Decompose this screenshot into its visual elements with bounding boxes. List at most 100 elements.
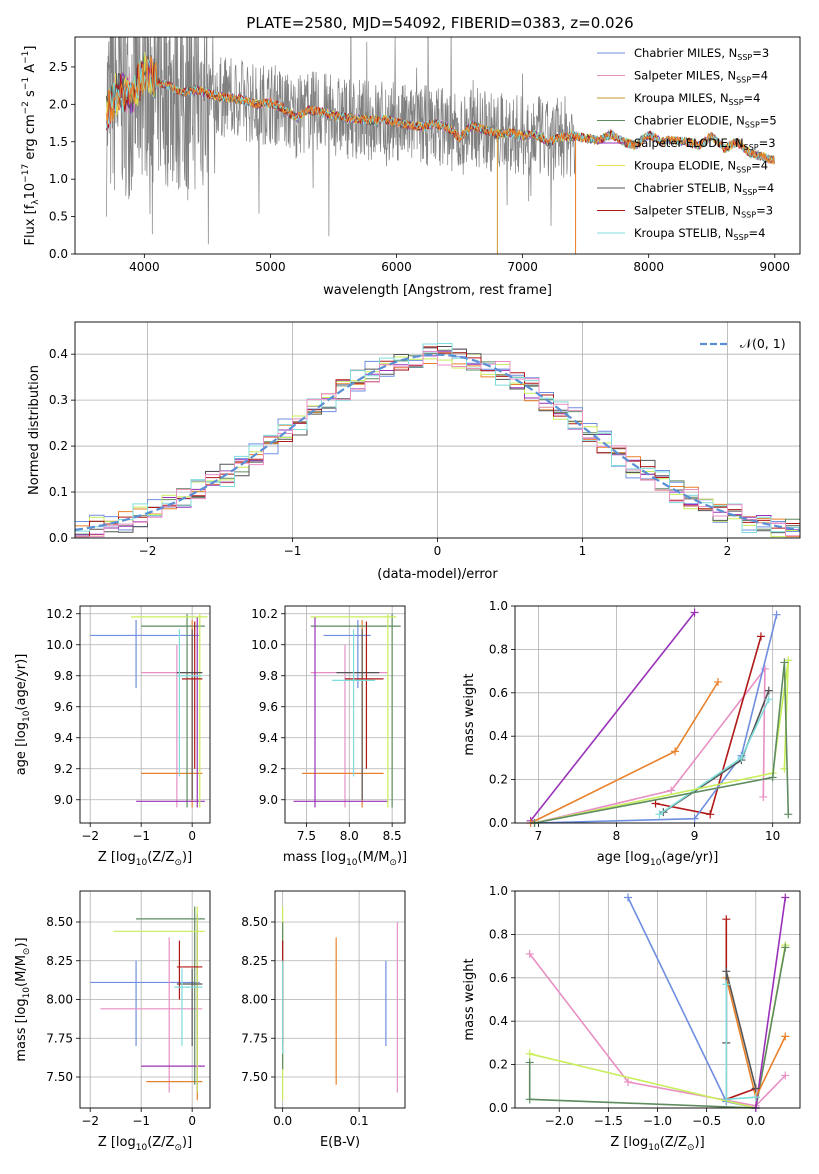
label-part: )] bbox=[14, 937, 29, 947]
mass-weight-line bbox=[534, 614, 778, 824]
x-tick-label: 10 bbox=[765, 829, 780, 843]
legend-sub: SSP bbox=[745, 121, 760, 130]
legend-text: =3 bbox=[752, 46, 769, 60]
age_vs_mass-axes: 7.5 8.0 8.5 9.0 9.2 9.4 9.6 9.8 10.0 10.2 mass [lo… bbox=[251, 606, 407, 868]
x-tick-label: −0.5 bbox=[692, 1114, 721, 1128]
label-part: mass [log bbox=[283, 850, 346, 865]
legend-text: Chabrier ELODIE, N bbox=[634, 114, 745, 128]
label-sub: ⊙ bbox=[174, 858, 182, 868]
label-sub: 10 bbox=[346, 858, 358, 868]
mass-weight-marker bbox=[756, 632, 765, 641]
legend-text: Salpeter MILES, N bbox=[634, 69, 736, 83]
residual-histogram bbox=[75, 343, 800, 533]
legend-text: =4 bbox=[749, 226, 766, 240]
spectrum-model-line bbox=[106, 55, 775, 165]
y-tick-label: 1.5 bbox=[49, 135, 68, 149]
label-sub: ⊙ bbox=[389, 858, 397, 868]
y-tick-label: 0.4 bbox=[489, 729, 508, 743]
x-tick-label: −2.0 bbox=[545, 1114, 574, 1128]
mass-weight-marker bbox=[525, 1095, 534, 1104]
x-tick-label: 8.5 bbox=[383, 829, 402, 843]
label-part: mass [log bbox=[14, 998, 29, 1061]
label-sub: 10 bbox=[22, 710, 32, 722]
mass-weight-marker bbox=[624, 893, 633, 902]
residual-histogram bbox=[75, 346, 800, 538]
plots-layer: 4000 5000 6000 7000 8000 90000.00.51.01.52.02… bbox=[14, 36, 801, 1153]
y-tick-label: 2.5 bbox=[49, 60, 68, 74]
y-axis-label: mass weight bbox=[462, 673, 477, 755]
x-tick-label: 0 bbox=[434, 544, 442, 558]
label-part: (age/yr)] bbox=[661, 850, 718, 865]
y-tick-label: 1.0 bbox=[489, 599, 508, 613]
label-sub: λ bbox=[31, 199, 41, 205]
legend-label: Chabrier MILES, NSSP=3 bbox=[634, 46, 769, 62]
mass-weight-line bbox=[534, 662, 790, 824]
y-tick-label: 9.6 bbox=[54, 700, 73, 714]
mass-weight-marker bbox=[655, 810, 664, 819]
axes-frame bbox=[79, 890, 211, 1109]
mass_weight_vs_Z-axes: −2.0 −1.5 −1.0 −0.5 0.0 0.0 0.2 0.4 0.6 0.8 1.0 Z [… bbox=[462, 884, 800, 1153]
legend-text: =4 bbox=[751, 69, 768, 83]
y-tick-label: 9.8 bbox=[259, 669, 278, 683]
legend-label: Salpeter MILES, NSSP=4 bbox=[634, 69, 768, 85]
x-tick-label: 8 bbox=[613, 829, 621, 843]
y-tick-label: 9.0 bbox=[259, 793, 278, 807]
label-sub: ⊙ bbox=[174, 1143, 182, 1153]
y-tick-label: 0.4 bbox=[49, 347, 68, 361]
legend-label: 𝒩(0, 1) bbox=[740, 336, 786, 351]
legend-text: Kroupa MILES, N bbox=[634, 91, 729, 105]
legend-label: Kroupa ELODIE, NSSP=4 bbox=[634, 159, 768, 175]
legend-sub: SSP bbox=[736, 166, 751, 175]
legend-text: Salpeter STELIB, N bbox=[634, 204, 741, 218]
y-tick-label: 9.6 bbox=[259, 700, 278, 714]
x-tick-label: −1 bbox=[284, 544, 302, 558]
x-tick-label: −1 bbox=[132, 1114, 150, 1128]
axes-frame bbox=[274, 890, 406, 1109]
label-part: erg cm bbox=[23, 114, 38, 163]
y-tick-label: 0.8 bbox=[489, 927, 508, 941]
axes-frame bbox=[74, 36, 801, 255]
y-tick-label: 9.8 bbox=[54, 669, 73, 683]
mass-weight-marker bbox=[722, 915, 731, 924]
label-part: Z [log bbox=[610, 1135, 648, 1150]
legend-text: =4 bbox=[757, 181, 774, 195]
mass-weight-marker bbox=[784, 810, 793, 819]
y-tick-label: 0.0 bbox=[49, 531, 68, 545]
mass-weight-line bbox=[659, 698, 770, 815]
y-tick-label: 0.4 bbox=[489, 1014, 508, 1028]
label-sub: 10 bbox=[136, 1143, 148, 1153]
legend-label: Kroupa STELIB, NSSP=4 bbox=[634, 226, 765, 242]
y-tick-label: 0.0 bbox=[489, 1101, 508, 1115]
label-sup: −1 bbox=[21, 77, 31, 90]
y-tick-label: 8.00 bbox=[241, 993, 268, 1007]
label-part: A bbox=[23, 64, 38, 77]
legend-label: Chabrier STELIB, NSSP=4 bbox=[634, 181, 774, 197]
y-tick-label: 1.0 bbox=[49, 172, 68, 186]
y-tick-label: 10.2 bbox=[46, 607, 73, 621]
legend-label: Salpeter ELODIE, NSSP=3 bbox=[634, 136, 776, 152]
legend-label: Salpeter STELIB, NSSP=3 bbox=[634, 204, 773, 220]
mass-weight-marker bbox=[690, 608, 699, 617]
axes-frame bbox=[74, 321, 801, 539]
mass-weight-marker bbox=[714, 677, 723, 686]
y-tick-label: 0.5 bbox=[49, 210, 68, 224]
mass-weight-marker bbox=[667, 786, 676, 795]
mass-weight-line bbox=[534, 666, 766, 824]
x-tick-label: −1 bbox=[132, 829, 150, 843]
mass-weight-marker bbox=[690, 814, 699, 823]
legend-text: =3 bbox=[756, 204, 773, 218]
label-part: ] bbox=[23, 46, 38, 51]
y-tick-label: 0.3 bbox=[49, 393, 68, 407]
x-tick-label: −1.0 bbox=[643, 1114, 672, 1128]
legend-text: Chabrier MILES, N bbox=[634, 46, 737, 60]
x-tick-label: −2 bbox=[81, 829, 99, 843]
mass-weight-marker bbox=[737, 753, 746, 762]
x-axis-label: Z [log10(Z/Z⊙)] bbox=[98, 1135, 192, 1153]
axes-frame bbox=[514, 605, 801, 824]
mass-weight-marker bbox=[781, 1071, 790, 1080]
mass-weight-marker bbox=[780, 658, 789, 667]
legend-text: Salpeter ELODIE, N bbox=[634, 136, 744, 150]
normal-distribution-curve bbox=[75, 353, 800, 531]
